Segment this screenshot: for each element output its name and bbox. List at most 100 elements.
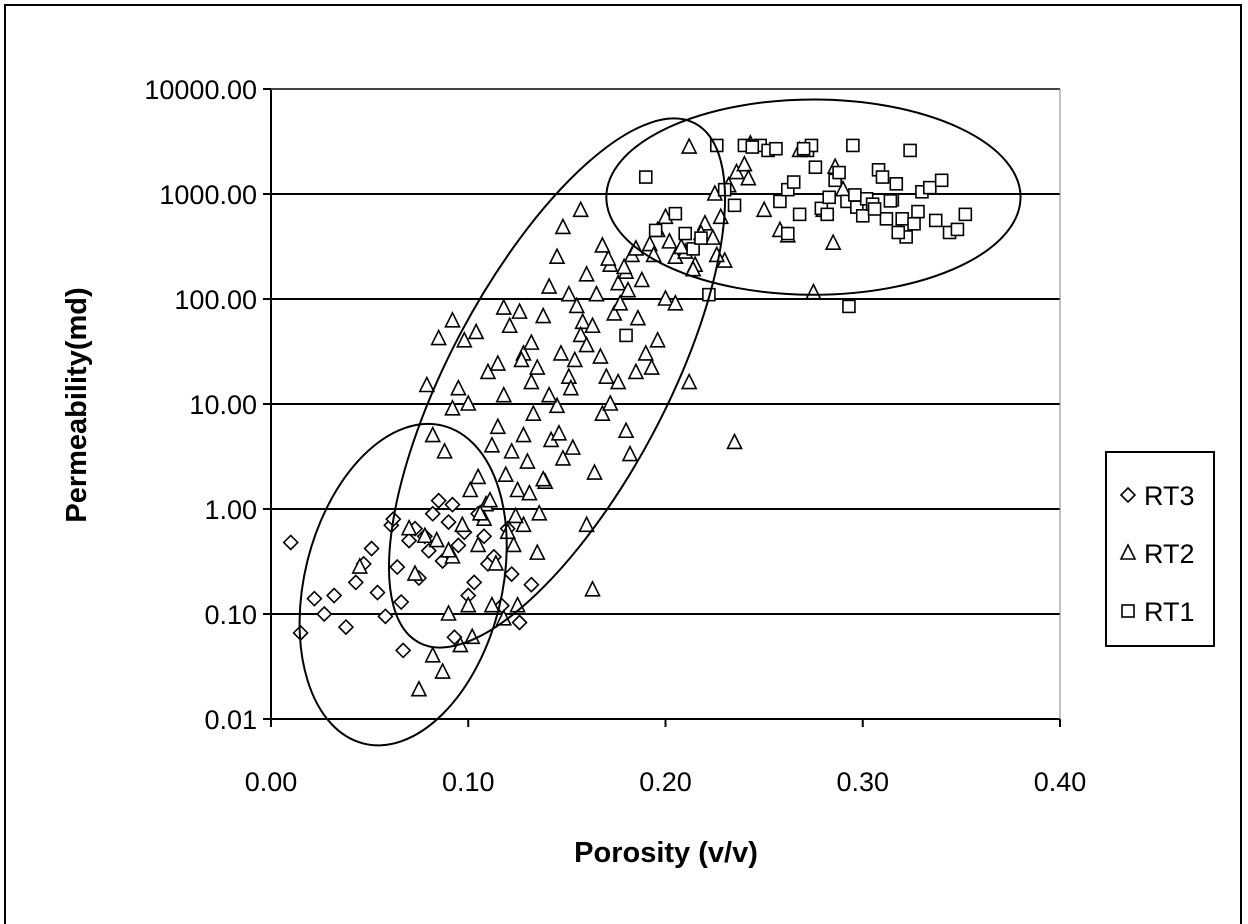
rt2-point-125: [454, 515, 471, 533]
rt2-point-25: [430, 328, 447, 346]
rt2-point-88: [649, 330, 666, 348]
rt2-point-6: [428, 530, 445, 548]
rt2-point-93: [424, 425, 442, 443]
rt2-point-22: [528, 543, 546, 560]
rt2-point-136: [552, 344, 570, 361]
rt2-point-13: [469, 535, 487, 553]
rt3-point-22: [440, 513, 457, 531]
rt3-point-39: [466, 574, 483, 591]
rt2-point-80: [594, 404, 611, 421]
y-tick-label-5: 0.10: [204, 600, 257, 630]
rt1-point-33: [875, 170, 890, 184]
rt2-point-101: [489, 417, 507, 435]
rt2-point-65: [680, 137, 698, 154]
x-tick-label-1: 0.10: [442, 767, 495, 797]
rt1-point-15: [773, 194, 787, 209]
rt2-point-4: [416, 526, 434, 544]
rt2-point-126: [461, 480, 479, 498]
rt2-point-104: [509, 480, 526, 498]
rt2-point-90: [667, 294, 684, 311]
rt2-point-19: [505, 535, 522, 553]
rt2-point-84: [621, 444, 639, 462]
rt2-point-115: [572, 325, 589, 343]
rt2-point-138: [523, 372, 540, 390]
rt2-point-35: [523, 333, 540, 350]
rt2-point-1: [400, 518, 418, 536]
rt2-point-123: [629, 308, 647, 326]
rt1-point-56: [848, 188, 862, 202]
rt2-point-116: [578, 335, 595, 353]
rt2-point-124: [440, 540, 457, 558]
rt1-point-25: [832, 165, 846, 180]
legend-marker-rt2: [1119, 543, 1137, 560]
rt2-point-81: [601, 394, 619, 411]
rt3-point-13: [393, 593, 410, 611]
rt2-point-148: [708, 245, 726, 263]
rt2-point-27: [456, 330, 473, 348]
rt1-point-50: [780, 226, 795, 241]
rt2-point-95: [444, 399, 461, 416]
y-axis-title: Permeability(md): [61, 287, 93, 522]
legend-marker-rt1: [1121, 604, 1135, 618]
rt2-point-92: [726, 432, 743, 450]
rt2-point-130: [507, 506, 524, 524]
rt2-point-98: [469, 467, 487, 485]
series-rt1: [619, 138, 973, 343]
rt2-point-122: [619, 280, 637, 298]
rt3-point-3: [316, 605, 333, 623]
rt2-point-108: [530, 504, 548, 521]
rt2-point-83: [617, 421, 635, 439]
rt2-point-23: [584, 580, 601, 597]
rt3-point-4: [325, 587, 343, 604]
rt2-point-76: [824, 233, 842, 250]
rt2-point-105: [515, 425, 532, 443]
rt2-point-149: [740, 168, 757, 186]
rt2-point-78: [578, 515, 595, 533]
legend-label-rt3: RT3: [1144, 481, 1195, 511]
rt2-point-72: [805, 282, 822, 300]
rt2-point-11: [459, 595, 477, 613]
y-tick-label-0: 10000.00: [144, 75, 257, 105]
rt2-point-41: [560, 284, 578, 302]
envelope-ellipses: [298, 98, 1022, 747]
rt2-point-30: [489, 354, 507, 371]
rt1-point-1: [638, 170, 653, 184]
rt2-point-59: [704, 228, 722, 245]
rt2-point-21: [515, 515, 532, 533]
rt1-point-3: [668, 206, 683, 221]
rt3-point-19: [424, 505, 441, 522]
rt2-point-43: [574, 312, 591, 330]
rt2-point-68: [755, 200, 773, 218]
rt2-point-0: [351, 557, 369, 574]
rt2-point-135: [540, 385, 558, 403]
rt1-point-52: [867, 202, 882, 216]
rt2-point-96: [450, 378, 467, 396]
rt3-point-20: [430, 492, 447, 509]
rt1-point-51: [891, 225, 906, 240]
rt1-point-53: [822, 190, 837, 205]
rt2-point-63: [736, 154, 753, 172]
rt2-point-38: [540, 277, 558, 294]
rt2-point-114: [566, 350, 584, 368]
rt1-point-36: [889, 177, 904, 191]
rt2-point-8: [440, 604, 457, 621]
legend-label-rt1: RT1: [1144, 597, 1195, 627]
legend-label-rt2: RT2: [1144, 539, 1195, 569]
rt3-point-9: [369, 584, 386, 601]
rt1-point-10: [727, 198, 742, 213]
rt2-point-16: [487, 554, 505, 571]
rt2-point-112: [554, 449, 572, 466]
rt1-point-17: [786, 175, 801, 189]
rt2-point-106: [519, 452, 536, 469]
rt2-point-131: [521, 483, 538, 501]
rt2-point-51: [633, 270, 651, 288]
rt3-point-14: [395, 642, 412, 659]
rt1-point-14: [769, 141, 783, 156]
rt2-point-107: [525, 404, 542, 421]
x-tick-label-2: 0.20: [639, 767, 692, 797]
rt1-point-40: [907, 217, 921, 231]
envelope-ellipse-0: [298, 422, 508, 747]
rt2-point-85: [627, 362, 645, 380]
rt2-point-18: [499, 522, 516, 540]
